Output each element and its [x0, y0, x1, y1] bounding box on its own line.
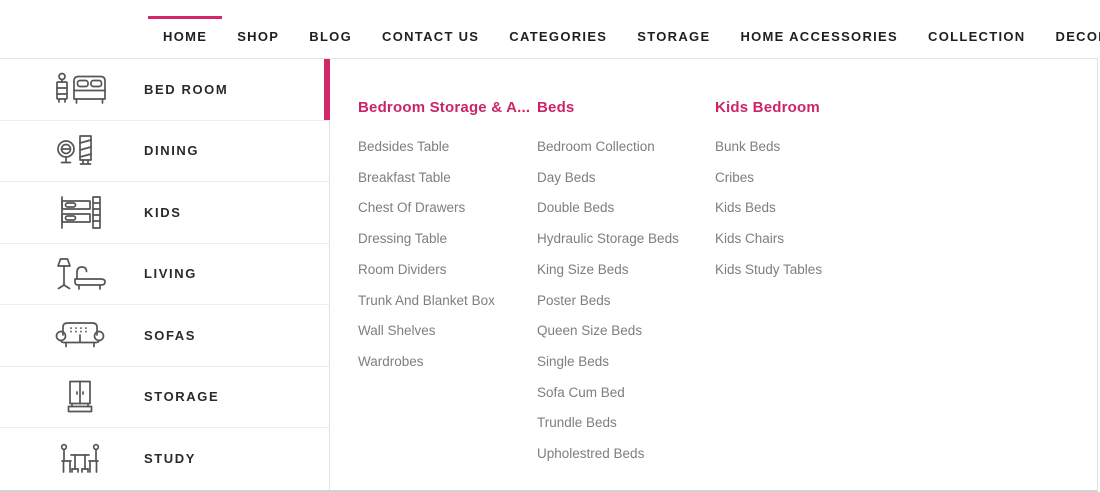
- sofa-icon: [50, 317, 110, 353]
- sidebar-item-label: LIVING: [144, 266, 197, 282]
- menu-link[interactable]: King Size Beds: [537, 261, 629, 277]
- nav-item-label: STORAGE: [637, 28, 711, 44]
- nav-item-label: COLLECTION: [928, 28, 1026, 44]
- nav-item-categories[interactable]: CATEGORIES: [494, 0, 622, 58]
- sidebar-item-kids[interactable]: KIDS: [0, 182, 329, 244]
- top-navigation: HOME SHOP BLOG CONTACT US CATEGORIES STO…: [0, 0, 1100, 58]
- sidebar-item-storage[interactable]: STORAGE: [0, 366, 329, 428]
- menu-link[interactable]: Trundle Beds: [537, 415, 617, 431]
- menu-column-title[interactable]: Beds: [537, 99, 575, 116]
- menu-link[interactable]: Wardrobes: [358, 353, 424, 369]
- menu-link[interactable]: Room Dividers: [358, 261, 447, 277]
- menu-link[interactable]: Dressing Table: [358, 231, 448, 247]
- menu-link[interactable]: Kids Chairs: [715, 231, 785, 247]
- mega-menu-content: Bedroom Storage & A... Bedsides Table Br…: [330, 59, 1097, 490]
- menu-link[interactable]: Wall Shelves: [358, 323, 436, 339]
- menu-link[interactable]: Queen Size Beds: [537, 323, 643, 339]
- nav-item-label: SHOP: [237, 28, 280, 44]
- dining-mirror-cabinet-icon: [50, 133, 110, 169]
- menu-link[interactable]: Double Beds: [537, 200, 615, 216]
- menu-link[interactable]: Upholestred Beds: [537, 446, 645, 462]
- sidebar-item-bed-room[interactable]: BED ROOM: [0, 59, 330, 121]
- mega-menu-panel: BED ROOM DIN: [0, 58, 1098, 492]
- menu-link[interactable]: Cribes: [715, 169, 755, 185]
- menu-column-kids-bedroom: Kids Bedroom Bunk Beds Cribes Kids Beds …: [715, 99, 822, 490]
- sidebar-item-label: KIDS: [144, 204, 182, 220]
- menu-link[interactable]: Kids Beds: [715, 200, 776, 216]
- nav-item-label: DECOR: [1055, 28, 1100, 44]
- nav-item-collection[interactable]: COLLECTION: [913, 0, 1041, 58]
- sidebar-item-label: BED ROOM: [144, 81, 229, 97]
- sidebar-item-sofas[interactable]: SOFAS: [0, 305, 329, 367]
- category-sidebar: BED ROOM DIN: [0, 59, 330, 490]
- sidebar-item-label: STORAGE: [144, 389, 220, 405]
- active-tab-indicator: [148, 16, 223, 19]
- menu-link[interactable]: Day Beds: [537, 169, 596, 185]
- menu-link[interactable]: Poster Beds: [537, 292, 611, 308]
- sidebar-item-dining[interactable]: DINING: [0, 120, 329, 182]
- nav-item-shop[interactable]: SHOP: [222, 0, 294, 58]
- sidebar-item-label: STUDY: [144, 451, 197, 467]
- study-table-chairs-icon: [50, 441, 110, 477]
- menu-link[interactable]: Hydraulic Storage Beds: [537, 231, 679, 247]
- menu-link[interactable]: Bedsides Table: [358, 139, 450, 154]
- menu-link[interactable]: Kids Study Tables: [715, 261, 823, 277]
- menu-link[interactable]: Bunk Beds: [715, 139, 781, 154]
- menu-link[interactable]: Single Beds: [537, 353, 610, 369]
- menu-column-title[interactable]: Kids Bedroom: [715, 99, 820, 116]
- nav-item-home[interactable]: HOME: [148, 0, 223, 58]
- nav-item-label: HOME ACCESSORIES: [740, 28, 898, 44]
- nav-item-contact-us[interactable]: CONTACT US: [367, 0, 494, 58]
- bed-icon: [50, 71, 110, 107]
- menu-link[interactable]: Bedroom Collection: [537, 139, 655, 154]
- nav-item-label: BLOG: [309, 28, 353, 44]
- sidebar-item-label: DINING: [144, 143, 200, 159]
- sidebar-item-living[interactable]: LIVING: [0, 243, 329, 305]
- nav-item-storage[interactable]: STORAGE: [622, 0, 725, 58]
- menu-column-title[interactable]: Bedroom Storage & A...: [358, 99, 531, 116]
- sidebar-item-label: SOFAS: [144, 327, 197, 343]
- active-category-indicator: [324, 59, 330, 120]
- menu-link[interactable]: Sofa Cum Bed: [537, 384, 625, 400]
- menu-link[interactable]: Chest Of Drawers: [358, 200, 466, 216]
- lamp-chaise-icon: [50, 256, 110, 292]
- bunk-bed-icon: [50, 194, 110, 230]
- nav-item-label: HOME: [163, 28, 208, 44]
- nav-item-label: CATEGORIES: [509, 28, 608, 44]
- sidebar-item-study[interactable]: STUDY: [0, 428, 329, 490]
- wardrobe-icon: [50, 379, 110, 415]
- nav-item-label: CONTACT US: [382, 28, 480, 44]
- menu-link[interactable]: Trunk And Blanket Box: [358, 292, 495, 308]
- nav-item-decor[interactable]: DECOR: [1041, 0, 1100, 58]
- menu-column-bedroom-storage: Bedroom Storage & A... Bedsides Table Br…: [358, 99, 537, 490]
- menu-column-beds: Beds Bedroom Collection Day Beds Double …: [537, 99, 715, 490]
- nav-item-blog[interactable]: BLOG: [294, 0, 367, 58]
- nav-item-home-accessories[interactable]: HOME ACCESSORIES: [725, 0, 913, 58]
- menu-link[interactable]: Breakfast Table: [358, 169, 451, 185]
